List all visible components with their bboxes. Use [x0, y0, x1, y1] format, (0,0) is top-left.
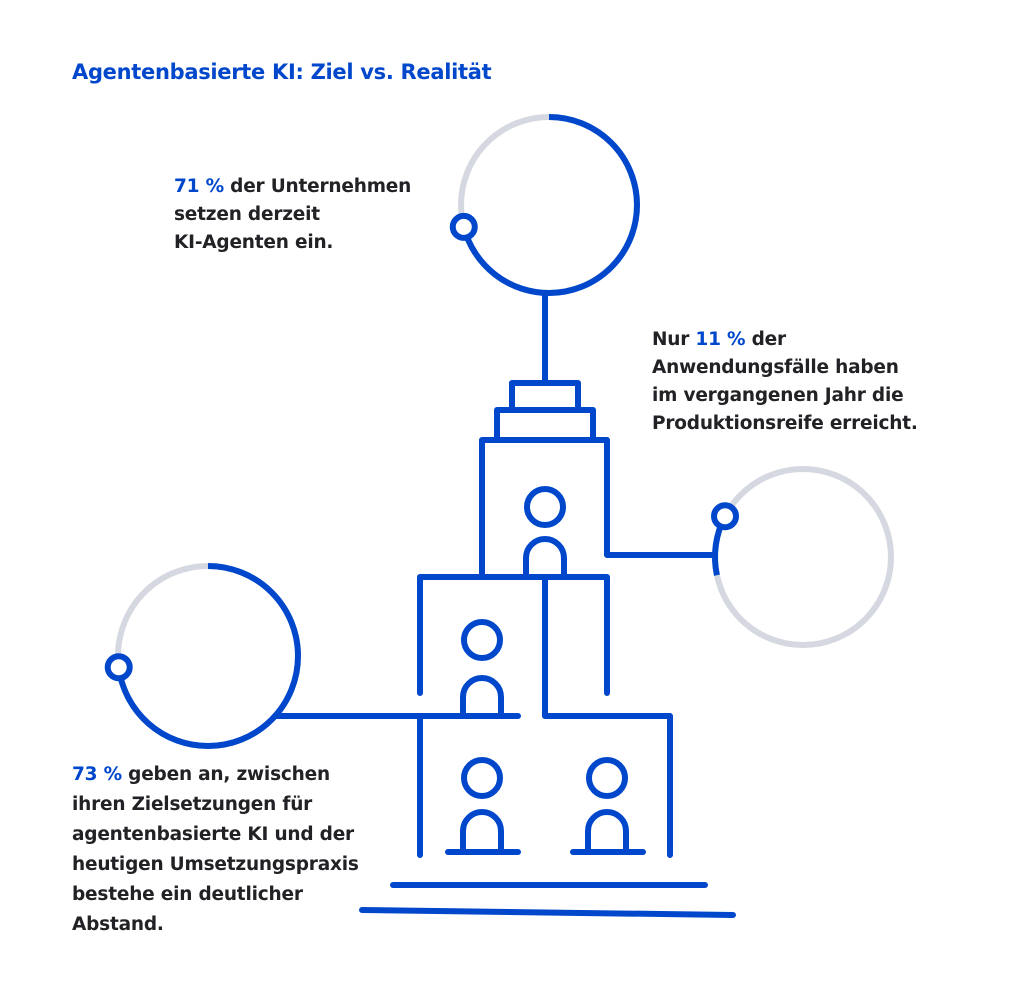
- stat-text: setzen derzeit: [174, 204, 320, 225]
- main-tower: [479, 437, 718, 580]
- stat-percent: 73 %: [72, 764, 122, 785]
- stat-text: Anwendungsfälle haben: [652, 357, 899, 378]
- progress-ring-marker: [449, 212, 478, 241]
- building: [272, 290, 736, 918]
- person-icon: [445, 757, 521, 855]
- second-block: [494, 407, 596, 443]
- ground-line-2: [359, 907, 736, 918]
- stat-text: Produktionsreife erreicht.: [652, 413, 918, 434]
- level-two: [417, 574, 610, 696]
- stat-prefix: Nur: [652, 329, 696, 350]
- middle-wall: [542, 574, 673, 858]
- progress-ring-marker: [104, 653, 133, 682]
- progress-ring-fill: [458, 114, 640, 296]
- stat-text: Abstand.: [72, 914, 164, 935]
- progress-ring-fill: [115, 563, 301, 749]
- stat-text: im vergangenen Jahr die: [652, 385, 904, 406]
- progress-ring-track: [712, 466, 894, 648]
- stat-text: bestehe ein deutlicher: [72, 884, 303, 905]
- stat-text: KI-Agenten ein.: [174, 232, 334, 253]
- progress-ring-marker: [711, 502, 740, 531]
- stat-production-ready: Nur 11 % der Anwendungsfälle haben im ve…: [652, 326, 918, 438]
- stat-text: der: [745, 329, 787, 350]
- stat-agents-in-use: 71 % der Unternehmen setzen derzeit KI-A…: [174, 173, 411, 257]
- stat-text: heutigen Umsetzungspraxis: [72, 854, 359, 875]
- person-icon: [570, 757, 646, 855]
- stat-percent: 71 %: [174, 176, 224, 197]
- stat-percent: 11 %: [695, 329, 746, 350]
- top-block: [509, 380, 581, 413]
- progress-ring-fill: [711, 466, 894, 648]
- stat-text: agentenbasierte KI und der: [72, 824, 354, 845]
- person-icon: [460, 619, 504, 719]
- stat-text: ihren Zielsetzungen für: [72, 794, 313, 815]
- stat-text: geben an, zwischen: [121, 764, 330, 785]
- person-icon: [523, 486, 567, 580]
- stat-text: der Unternehmen: [223, 176, 412, 197]
- infographic-title: Agentenbasierte KI: Ziel vs. Realität: [72, 60, 492, 84]
- stat-gap: 73 % geben an, zwischen ihren Zielsetzun…: [72, 760, 359, 940]
